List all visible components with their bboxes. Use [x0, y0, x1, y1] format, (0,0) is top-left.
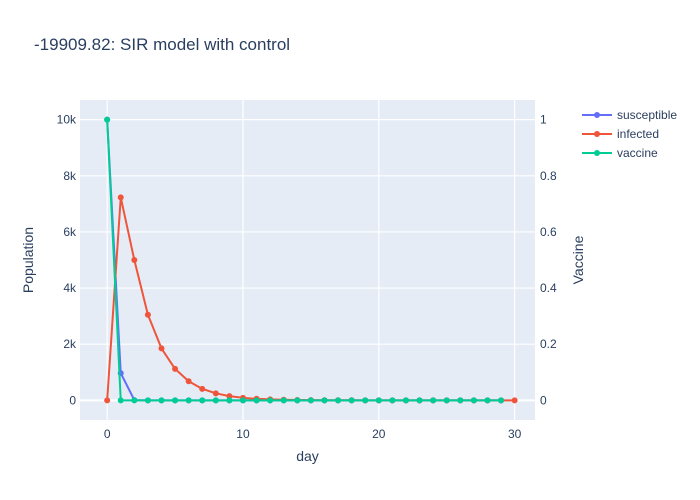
- legend-swatch-marker: [594, 150, 600, 156]
- data-point-vaccine[interactable]: [335, 397, 342, 404]
- data-point-vaccine[interactable]: [172, 397, 179, 404]
- data-point-vaccine[interactable]: [416, 397, 423, 404]
- data-point-vaccine[interactable]: [144, 397, 151, 404]
- y2-tick-label: 0.4: [540, 281, 557, 295]
- data-point-vaccine[interactable]: [375, 397, 382, 404]
- data-point-vaccine[interactable]: [457, 397, 464, 404]
- legend-swatch-marker: [594, 131, 600, 137]
- data-point-vaccine[interactable]: [470, 397, 477, 404]
- legend[interactable]: susceptible infected vaccine: [582, 108, 677, 160]
- y-tick-label: 6k: [63, 225, 77, 239]
- y2-tick-label: 0: [540, 393, 547, 407]
- legend-label: vaccine: [617, 146, 658, 160]
- y2-tick-label: 0.6: [540, 225, 557, 239]
- series-vaccine: [104, 116, 505, 404]
- data-point-vaccine[interactable]: [117, 397, 124, 404]
- data-point-vaccine[interactable]: [348, 397, 355, 404]
- data-point-vaccine[interactable]: [484, 397, 491, 404]
- legend-swatch-marker: [594, 112, 600, 118]
- data-point-vaccine[interactable]: [443, 397, 450, 404]
- y-tick-label: 0: [69, 393, 76, 407]
- data-point-vaccine[interactable]: [321, 397, 328, 404]
- data-point-vaccine[interactable]: [498, 397, 505, 404]
- y-axis-title: Population: [20, 227, 36, 293]
- y-tick-label: 2k: [63, 337, 77, 351]
- data-point-vaccine[interactable]: [158, 397, 165, 404]
- data-point-vaccine[interactable]: [307, 397, 314, 404]
- data-point-infected[interactable]: [104, 397, 111, 404]
- data-point-vaccine[interactable]: [131, 397, 138, 404]
- y2-tick-label: 0.8: [540, 169, 557, 183]
- plot-area: [80, 100, 535, 420]
- data-point-vaccine[interactable]: [267, 397, 274, 404]
- data-point-infected[interactable]: [117, 194, 124, 201]
- legend-item-infected[interactable]: infected: [582, 127, 659, 141]
- x-axis-title: day: [296, 448, 319, 464]
- y-tick-label: 10k: [57, 113, 77, 127]
- data-point-vaccine[interactable]: [239, 397, 246, 404]
- data-point-vaccine[interactable]: [185, 397, 192, 404]
- data-point-vaccine[interactable]: [226, 397, 233, 404]
- data-point-vaccine[interactable]: [362, 397, 369, 404]
- data-point-infected[interactable]: [158, 345, 165, 352]
- data-point-vaccine[interactable]: [253, 397, 260, 404]
- y2-tick-label: 1: [540, 113, 547, 127]
- y-tick-label: 4k: [63, 281, 77, 295]
- data-point-vaccine[interactable]: [212, 397, 219, 404]
- data-point-vaccine[interactable]: [389, 397, 396, 404]
- chart-title: -19909.82: SIR model with control: [34, 35, 290, 54]
- data-point-vaccine[interactable]: [199, 397, 206, 404]
- data-point-vaccine[interactable]: [104, 116, 111, 123]
- legend-item-vaccine[interactable]: vaccine: [582, 146, 658, 160]
- x-tick-label: 20: [372, 427, 386, 441]
- data-point-infected[interactable]: [212, 390, 219, 397]
- y-tick-label: 8k: [63, 169, 77, 183]
- data-point-infected[interactable]: [131, 257, 138, 263]
- data-point-infected[interactable]: [144, 311, 151, 318]
- legend-label: susceptible: [617, 108, 677, 122]
- data-point-vaccine[interactable]: [402, 397, 409, 404]
- data-point-infected[interactable]: [511, 397, 518, 404]
- legend-item-susceptible[interactable]: susceptible: [582, 108, 677, 122]
- x-tick-label: 0: [104, 427, 111, 441]
- series-layer: [104, 116, 518, 404]
- data-point-infected[interactable]: [185, 378, 192, 385]
- data-point-infected[interactable]: [226, 393, 233, 400]
- y2-tick-label: 0.2: [540, 337, 557, 351]
- legend-label: infected: [617, 127, 659, 141]
- data-point-vaccine[interactable]: [430, 397, 437, 404]
- data-point-infected[interactable]: [199, 385, 206, 392]
- y2-axis-title: Vaccine: [570, 235, 586, 284]
- x-tick-label: 10: [236, 427, 250, 441]
- data-point-vaccine[interactable]: [294, 397, 301, 404]
- tick-labels: 0 10 20 30 0 2k 4k 6k 8k 10k 0 0.2 0.4 0.6 0.8 1: [57, 113, 557, 441]
- x-tick-label: 30: [508, 427, 522, 441]
- data-point-infected[interactable]: [172, 365, 179, 372]
- data-point-vaccine[interactable]: [280, 397, 287, 404]
